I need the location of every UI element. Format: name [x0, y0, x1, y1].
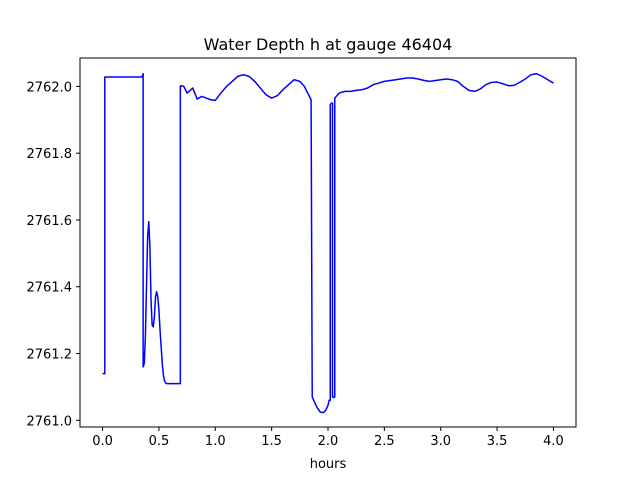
x-axis: 0.0 0.5 1.0 1.5 2.0 2.5 3.0 3.5 4.0 — [92, 427, 564, 449]
x-tick-label: 1.0 — [205, 434, 226, 449]
chart-title: Water Depth h at gauge 46404 — [204, 35, 453, 54]
x-tick-label: 0.0 — [92, 434, 113, 449]
series-line-0 — [102, 72, 554, 414]
x-tick-label: 3.5 — [487, 434, 508, 449]
x-tick-label: 2.0 — [318, 434, 339, 449]
x-tick-label: 0.5 — [149, 434, 170, 449]
x-tick-label: 2.5 — [374, 434, 395, 449]
y-axis: 2761.0 2761.2 2761.4 2761.6 2761.8 2762.0 — [27, 80, 80, 429]
plot-area: 0.0 0.5 1.0 1.5 2.0 2.5 3.0 3.5 4.0 2761.0 2761.2… — [27, 57, 577, 449]
x-axis-label: hours — [310, 457, 347, 472]
x-tick-label: 4.0 — [543, 434, 564, 449]
data-layer — [102, 72, 554, 414]
y-tick-label: 2761.6 — [27, 214, 73, 229]
y-tick-label: 2761.0 — [27, 414, 73, 429]
y-tick-label: 2761.2 — [27, 348, 73, 363]
y-tick-label: 2761.8 — [27, 147, 73, 162]
x-tick-label: 1.5 — [261, 434, 282, 449]
y-tick-label: 2761.4 — [27, 281, 73, 296]
x-tick-label: 3.0 — [430, 434, 451, 449]
y-tick-label: 2762.0 — [27, 80, 73, 95]
